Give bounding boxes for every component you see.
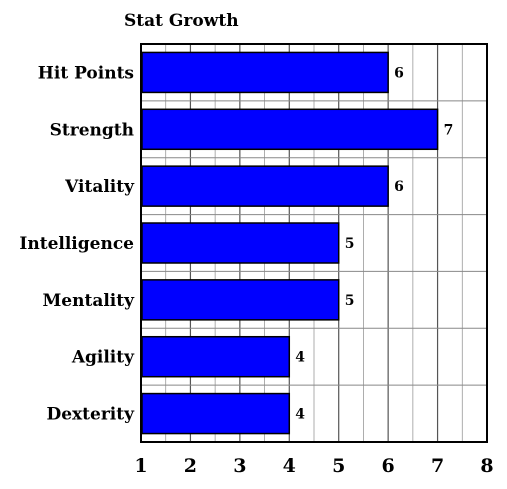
data-label-hit-points: 6 bbox=[394, 65, 404, 81]
bars-layer: 6 7 6 5 5 4 4 bbox=[142, 52, 453, 433]
bar-intelligence bbox=[142, 223, 339, 263]
data-label-vitality: 6 bbox=[394, 179, 404, 195]
category-label-agility: Agility bbox=[71, 348, 135, 368]
x-tick-label: 3 bbox=[233, 455, 246, 477]
bar-dexterity bbox=[142, 394, 289, 434]
x-tick-label: 1 bbox=[134, 455, 147, 477]
category-label-vitality: Vitality bbox=[64, 177, 135, 197]
x-tick-labels: 1 2 3 4 5 6 7 8 bbox=[134, 455, 493, 477]
bar-agility bbox=[142, 337, 289, 377]
bar-mentality bbox=[142, 280, 339, 320]
category-label-mentality: Mentality bbox=[42, 291, 135, 311]
data-label-mentality: 5 bbox=[345, 293, 355, 309]
x-tick-label: 7 bbox=[431, 455, 444, 477]
x-tick-label: 5 bbox=[332, 455, 345, 477]
category-label-strength: Strength bbox=[50, 120, 134, 140]
bar-strength bbox=[142, 109, 438, 149]
bar-hit-points bbox=[142, 52, 388, 92]
category-labels: Hit Points Strength Vitality Intelligence Me… bbox=[19, 63, 135, 424]
data-label-agility: 4 bbox=[295, 350, 305, 366]
x-tick-label: 2 bbox=[184, 455, 197, 477]
bar-vitality bbox=[142, 166, 388, 206]
data-label-strength: 7 bbox=[444, 122, 454, 138]
data-label-dexterity: 4 bbox=[295, 407, 305, 423]
x-tick-label: 8 bbox=[480, 455, 493, 477]
category-label-dexterity: Dexterity bbox=[46, 405, 135, 425]
data-label-intelligence: 5 bbox=[345, 236, 355, 252]
category-label-intelligence: Intelligence bbox=[19, 234, 134, 254]
x-tick-label: 6 bbox=[382, 455, 395, 477]
category-label-hit-points: Hit Points bbox=[38, 63, 134, 83]
chart-title: Stat Growth bbox=[124, 11, 239, 31]
x-tick-label: 4 bbox=[283, 455, 296, 477]
